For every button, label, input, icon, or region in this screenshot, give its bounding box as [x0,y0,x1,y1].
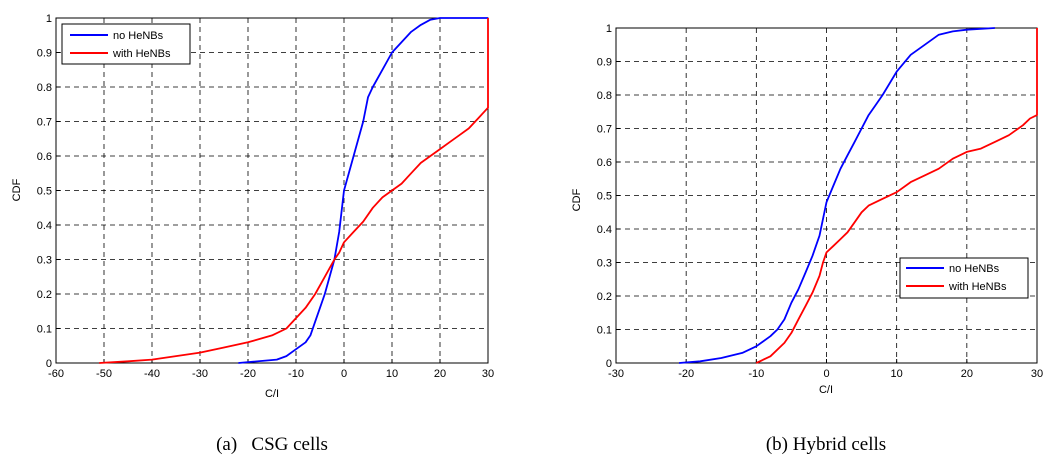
y-tick-label-b-10: 1 [606,23,612,35]
y-tick-label-b-6: 0.6 [597,157,612,169]
legend-b: no HeNBs with HeNBs [899,257,1029,299]
legend-label-no-henbs-b: no HeNBs [949,263,1000,275]
y-tick-label-a-4: 0.4 [37,220,52,232]
y-tick-label-b-9: 0.9 [597,57,612,69]
y-tick-label-a-7: 0.7 [37,117,52,129]
y-tick-label-b-0: 0 [606,358,612,370]
series-line-with-henbs-a [99,18,489,364]
chart-hybrid-cells: -30 -20 -10 0 10 20 30 0 0.1 0.2 0.3 0.4 0.5 0.6 0.7 0.… [571,23,1043,455]
x-tick-label-b-0: -30 [608,368,624,380]
y-tick-label-a-3: 0.3 [37,255,52,267]
y-tick-label-a-0: 0 [46,358,52,370]
y-tick-label-a-2: 0.2 [37,289,52,301]
x-tick-label-a-7: 10 [386,368,398,380]
x-tick-label-a-5: -10 [288,368,304,380]
chart-csg-cells: -60 -50 -40 -30 -20 -10 0 10 20 30 0 0.1 0.2 0.3 0.4 0.… [11,13,494,455]
ticks-b: -30 -20 -10 0 10 20 30 0 0.1 0.2 0.3 0.4 0.5 0.6 0.7 0.… [597,23,1043,380]
x-tick-label-a-8: 20 [434,368,446,380]
x-tick-label-a-3: -30 [192,368,208,380]
y-axis-label-b: CDF [571,188,583,211]
x-axis-label-a: C/I [265,388,279,400]
legend-label-with-henbs-b: with HeNBs [948,281,1007,293]
y-tick-label-b-5: 0.5 [597,191,612,203]
x-tick-label-b-3: 0 [823,368,829,380]
y-tick-label-b-7: 0.7 [597,124,612,136]
legend-box-a [61,23,191,65]
y-tick-label-b-4: 0.4 [597,224,612,236]
grid-b [616,28,1037,363]
caption-b: (b) Hybrid cells [766,434,886,455]
series-line-no-henbs-b [679,27,995,364]
x-tick-label-a-1: -50 [96,368,112,380]
y-tick-label-b-8: 0.8 [597,90,612,102]
x-tick-label-b-1: -20 [678,368,694,380]
x-tick-label-a-4: -20 [240,368,256,380]
grid-a [56,18,488,363]
legend-box-b [899,257,1029,299]
legend-a: no HeNBs with HeNBs [61,23,191,65]
series-b [679,27,1038,364]
series-line-no-henbs-a [238,17,488,364]
x-axis-label-b: C/I [819,384,833,396]
y-tick-label-a-1: 0.1 [37,324,52,336]
legend-label-with-henbs-a: with HeNBs [112,48,171,60]
y-axis-label-a: CDF [11,178,23,201]
y-tick-label-a-6: 0.6 [37,151,52,163]
series-line-with-henbs-b [755,28,1038,364]
legend-label-no-henbs-a: no HeNBs [113,30,164,42]
y-tick-label-b-1: 0.1 [597,325,612,337]
series-a [99,17,489,364]
y-tick-label-a-5: 0.5 [37,186,52,198]
ticks-a: -60 -50 -40 -30 -20 -10 0 10 20 30 0 0.1 0.2 0.3 0.4 0.… [37,13,494,380]
x-tick-label-a-0: -60 [48,368,64,380]
x-tick-label-a-6: 0 [341,368,347,380]
x-tick-label-b-6: 30 [1031,368,1043,380]
y-tick-label-b-3: 0.3 [597,258,612,270]
x-tick-label-a-9: 30 [482,368,494,380]
y-tick-label-b-2: 0.2 [597,291,612,303]
x-tick-label-a-2: -40 [144,368,160,380]
caption-a: (a) CSG cells [216,434,328,455]
y-tick-label-a-8: 0.8 [37,82,52,94]
x-tick-label-b-2: -10 [748,368,764,380]
x-tick-label-b-5: 20 [961,368,973,380]
x-tick-label-b-4: 10 [891,368,903,380]
y-tick-label-a-10: 1 [46,13,52,25]
y-tick-label-a-9: 0.9 [37,48,52,60]
